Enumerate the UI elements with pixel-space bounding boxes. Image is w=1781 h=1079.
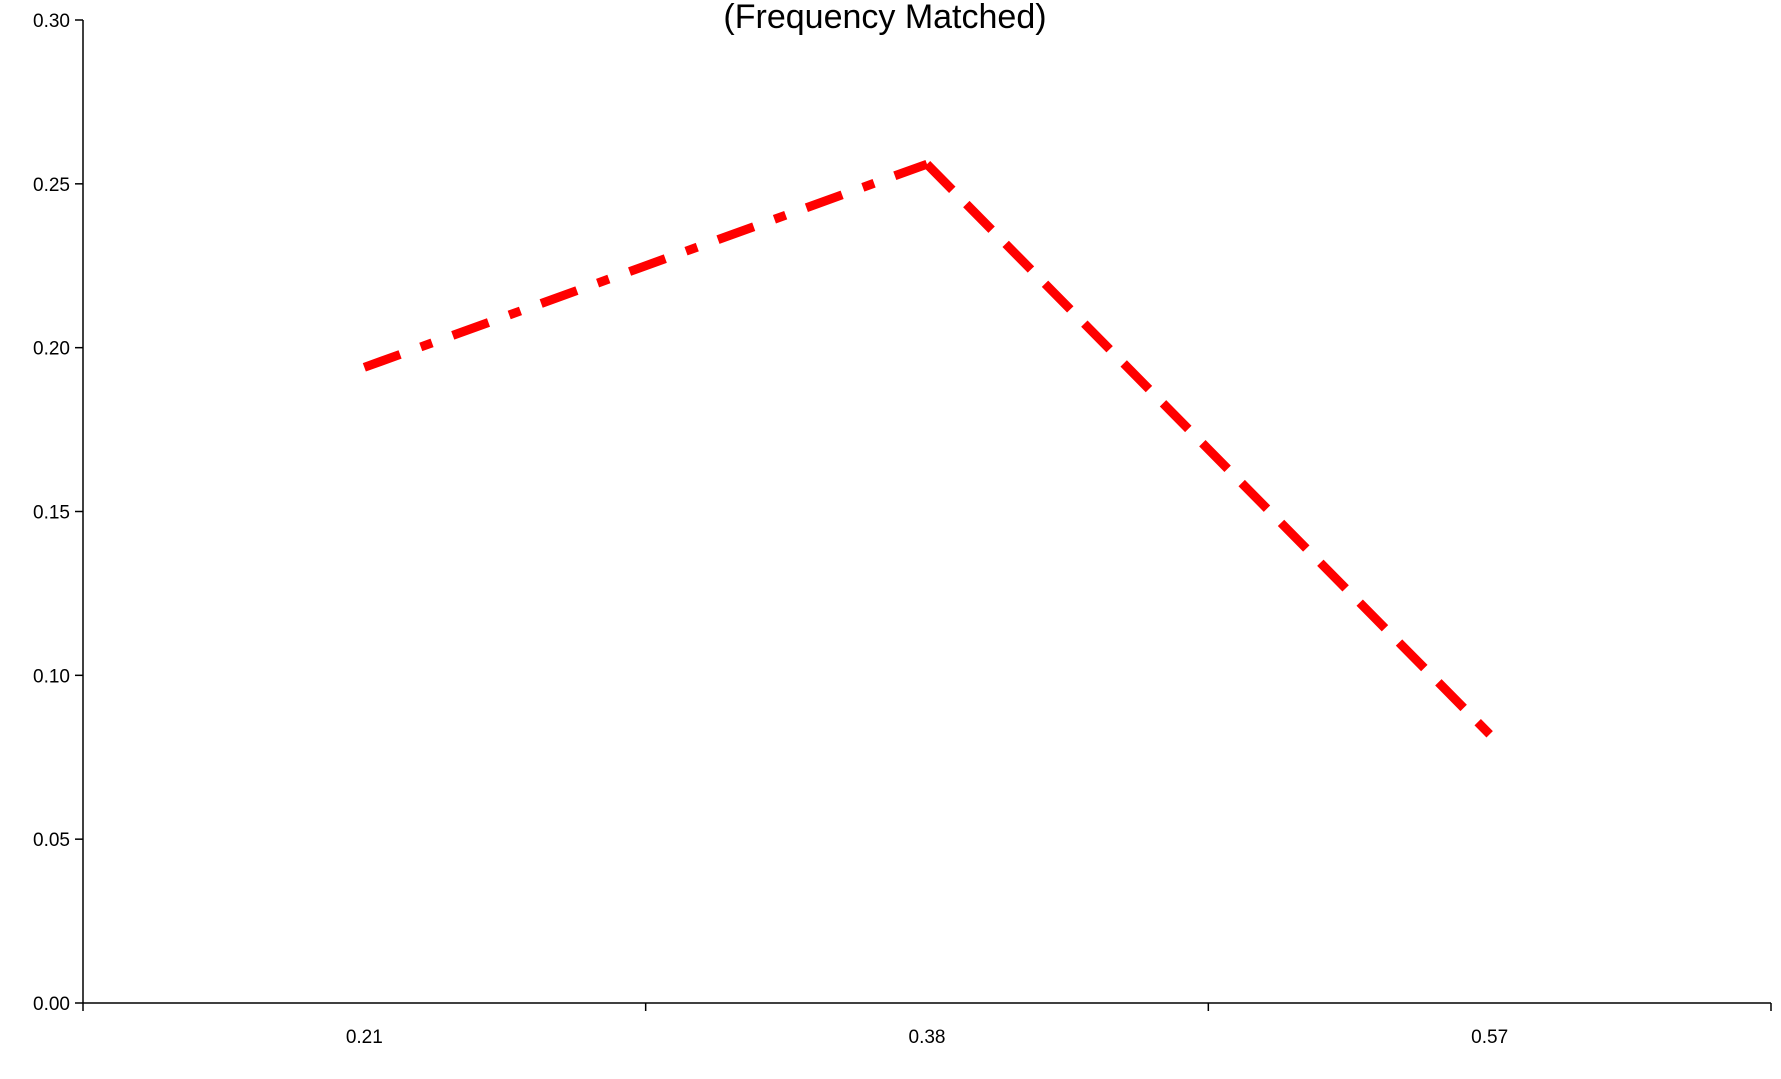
y-tick-label: 0.30 xyxy=(33,11,70,32)
x-tick-label: 0.38 xyxy=(909,1027,946,1048)
y-tick-label: 0.15 xyxy=(33,503,70,524)
series-layer xyxy=(362,159,1493,738)
chart-title: (Frequency Matched) xyxy=(723,0,1046,36)
y-tick-label: 0.20 xyxy=(33,339,70,360)
x-tick-label: 0.21 xyxy=(346,1027,383,1048)
y-tick-label: 0.00 xyxy=(33,994,70,1015)
tick-layer: 0.00 0.05 0.10 0.15 0.20 0.25 0.30 0.21 0.38 0.57 xyxy=(33,11,1772,1048)
y-tick-label: 0.25 xyxy=(33,175,70,196)
series-line-segment xyxy=(362,159,929,372)
x-tick-label: 0.57 xyxy=(1471,1027,1508,1048)
y-tick-label: 0.10 xyxy=(33,666,70,687)
y-tick-label: 0.05 xyxy=(33,830,70,851)
series-line-segment xyxy=(923,161,1493,738)
